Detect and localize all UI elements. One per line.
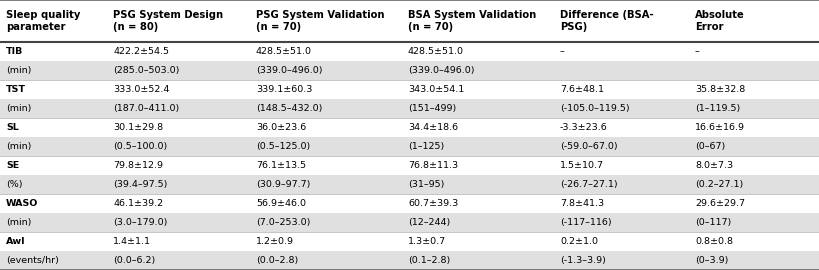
- Bar: [0, 232, 819, 251]
- Text: (min): (min): [6, 104, 31, 113]
- Text: 1.2±0.9: 1.2±0.9: [256, 237, 294, 246]
- Text: (148.5–432.0): (148.5–432.0): [256, 104, 323, 113]
- Text: (-105.0–119.5): (-105.0–119.5): [560, 104, 630, 113]
- Bar: [0, 42, 819, 61]
- Text: 343.0±54.1: 343.0±54.1: [408, 85, 464, 94]
- Text: 35.8±32.8: 35.8±32.8: [695, 85, 745, 94]
- Text: –: –: [695, 47, 699, 56]
- Text: SL: SL: [6, 123, 19, 132]
- Text: 333.0±52.4: 333.0±52.4: [113, 85, 170, 94]
- Text: (1–119.5): (1–119.5): [695, 104, 740, 113]
- Text: 56.9±46.0: 56.9±46.0: [256, 199, 306, 208]
- Bar: [0, 251, 819, 270]
- Text: (min): (min): [6, 218, 31, 227]
- Bar: [0, 194, 819, 213]
- Text: (0.5–100.0): (0.5–100.0): [113, 142, 167, 151]
- Text: 7.8±41.3: 7.8±41.3: [560, 199, 604, 208]
- Text: 428.5±51.0: 428.5±51.0: [256, 47, 312, 56]
- Bar: [0, 80, 819, 99]
- Text: (39.4–97.5): (39.4–97.5): [113, 180, 167, 189]
- Text: 1.5±10.7: 1.5±10.7: [560, 161, 604, 170]
- Text: (-59.0–67.0): (-59.0–67.0): [560, 142, 618, 151]
- Bar: [0, 137, 819, 156]
- Text: Sleep quality
parameter: Sleep quality parameter: [6, 10, 80, 32]
- Text: 1.4±1.1: 1.4±1.1: [113, 237, 151, 246]
- Text: 422.2±54.5: 422.2±54.5: [113, 47, 169, 56]
- Text: 428.5±51.0: 428.5±51.0: [408, 47, 464, 56]
- Text: (0.0–6.2): (0.0–6.2): [113, 256, 156, 265]
- Text: (%): (%): [6, 180, 22, 189]
- Text: 76.8±11.3: 76.8±11.3: [408, 161, 458, 170]
- Bar: [0, 99, 819, 118]
- Text: (0–67): (0–67): [695, 142, 726, 151]
- Text: (-26.7–27.1): (-26.7–27.1): [560, 180, 618, 189]
- Text: (0.0–2.8): (0.0–2.8): [256, 256, 298, 265]
- Bar: [0, 118, 819, 137]
- Text: 0.2±1.0: 0.2±1.0: [560, 237, 598, 246]
- Text: 60.7±39.3: 60.7±39.3: [408, 199, 459, 208]
- Text: PSG System Design
(n = 80): PSG System Design (n = 80): [113, 10, 223, 32]
- Text: (min): (min): [6, 66, 31, 75]
- Text: 30.1±29.8: 30.1±29.8: [113, 123, 163, 132]
- Text: (339.0–496.0): (339.0–496.0): [256, 66, 323, 75]
- Text: (events/hr): (events/hr): [6, 256, 59, 265]
- Text: (1–125): (1–125): [408, 142, 444, 151]
- Text: AwI: AwI: [6, 237, 25, 246]
- Text: 16.6±16.9: 16.6±16.9: [695, 123, 745, 132]
- Text: (min): (min): [6, 142, 31, 151]
- Text: 1.3±0.7: 1.3±0.7: [408, 237, 446, 246]
- Text: (31–95): (31–95): [408, 180, 445, 189]
- Text: (0.2–27.1): (0.2–27.1): [695, 180, 744, 189]
- Bar: [0, 213, 819, 232]
- Text: -3.3±23.6: -3.3±23.6: [560, 123, 608, 132]
- Text: WASO: WASO: [6, 199, 38, 208]
- Text: (0–3.9): (0–3.9): [695, 256, 728, 265]
- Text: 0.8±0.8: 0.8±0.8: [695, 237, 733, 246]
- Text: (187.0–411.0): (187.0–411.0): [113, 104, 179, 113]
- Text: (0–117): (0–117): [695, 218, 731, 227]
- Text: (3.0–179.0): (3.0–179.0): [113, 218, 167, 227]
- Text: PSG System Validation
(n = 70): PSG System Validation (n = 70): [256, 10, 384, 32]
- Text: (151–499): (151–499): [408, 104, 456, 113]
- Text: 339.1±60.3: 339.1±60.3: [256, 85, 312, 94]
- Text: TIB: TIB: [6, 47, 23, 56]
- Text: BSA System Validation
(n = 70): BSA System Validation (n = 70): [408, 10, 536, 32]
- Text: 7.6±48.1: 7.6±48.1: [560, 85, 604, 94]
- Text: 76.1±13.5: 76.1±13.5: [256, 161, 306, 170]
- Text: (0.5–125.0): (0.5–125.0): [256, 142, 310, 151]
- Text: 8.0±7.3: 8.0±7.3: [695, 161, 733, 170]
- Text: (30.9–97.7): (30.9–97.7): [256, 180, 310, 189]
- Bar: [0, 0, 819, 42]
- Text: (-117–116): (-117–116): [560, 218, 612, 227]
- Bar: [0, 175, 819, 194]
- Bar: [0, 156, 819, 175]
- Text: 29.6±29.7: 29.6±29.7: [695, 199, 745, 208]
- Text: 79.8±12.9: 79.8±12.9: [113, 161, 163, 170]
- Text: (285.0–503.0): (285.0–503.0): [113, 66, 179, 75]
- Text: Absolute
Error: Absolute Error: [695, 10, 744, 32]
- Text: Difference (BSA-
PSG): Difference (BSA- PSG): [560, 10, 654, 32]
- Text: SE: SE: [6, 161, 20, 170]
- Text: 34.4±18.6: 34.4±18.6: [408, 123, 458, 132]
- Text: (12–244): (12–244): [408, 218, 450, 227]
- Text: 46.1±39.2: 46.1±39.2: [113, 199, 163, 208]
- Text: (7.0–253.0): (7.0–253.0): [256, 218, 310, 227]
- Text: (-1.3–3.9): (-1.3–3.9): [560, 256, 606, 265]
- Text: –: –: [560, 47, 565, 56]
- Text: (0.1–2.8): (0.1–2.8): [408, 256, 450, 265]
- Bar: [0, 61, 819, 80]
- Text: (339.0–496.0): (339.0–496.0): [408, 66, 474, 75]
- Text: 36.0±23.6: 36.0±23.6: [256, 123, 306, 132]
- Text: TST: TST: [6, 85, 26, 94]
